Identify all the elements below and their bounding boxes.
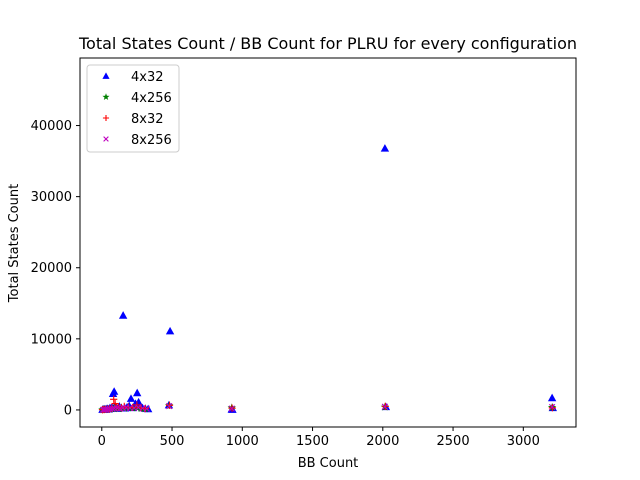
y-tick-label: 10000 <box>31 332 72 347</box>
y-tick-label: 40000 <box>31 119 72 134</box>
data-point <box>118 311 128 319</box>
x-tick-label: 3000 <box>507 434 540 449</box>
y-tick-label: 0 <box>64 403 72 418</box>
plot-frame <box>79 57 577 428</box>
x-tick-label: 2000 <box>366 434 399 449</box>
legend-marker <box>102 93 110 101</box>
y-tick-label: 30000 <box>31 190 72 205</box>
data-point <box>109 387 119 395</box>
y-axis-label: Total States Count <box>7 184 22 303</box>
data-point <box>133 401 141 409</box>
legend: 4x32 4x256 8x32 8x256 <box>86 64 180 153</box>
data-point <box>165 326 175 335</box>
data-point <box>126 394 136 402</box>
data-point <box>381 403 389 410</box>
legend-label: 4x256 <box>131 91 172 106</box>
legend-label: 8x32 <box>131 112 164 127</box>
data-point <box>110 395 118 403</box>
legend-marker <box>102 114 110 122</box>
y-tick-label: 20000 <box>31 261 72 276</box>
x-axis: 0 500 1000 1500 2000 2500 3000 <box>98 427 540 449</box>
data-point <box>380 144 390 152</box>
y-axis: 0 10000 20000 30000 40000 <box>31 119 80 418</box>
legend-marker <box>102 72 110 79</box>
x-axis-label: BB Count <box>298 456 359 471</box>
legend-marker <box>103 136 109 142</box>
data-point <box>548 403 556 411</box>
legend-box <box>86 64 180 153</box>
data-point <box>166 402 173 410</box>
x-tick-label: 0 <box>98 434 106 449</box>
data-marks <box>98 144 558 414</box>
data-point <box>132 388 142 397</box>
x-tick-label: 2500 <box>437 434 470 449</box>
x-tick-label: 1000 <box>226 434 259 449</box>
legend-label: 4x32 <box>131 70 164 85</box>
x-tick-label: 1500 <box>296 434 329 449</box>
chart-title: Total States Count / BB Count for PLRU f… <box>78 34 577 53</box>
x-tick-label: 500 <box>160 434 185 449</box>
data-point <box>143 405 150 412</box>
data-point <box>547 393 557 402</box>
data-point <box>228 405 235 412</box>
legend-label: 8x256 <box>131 133 172 148</box>
